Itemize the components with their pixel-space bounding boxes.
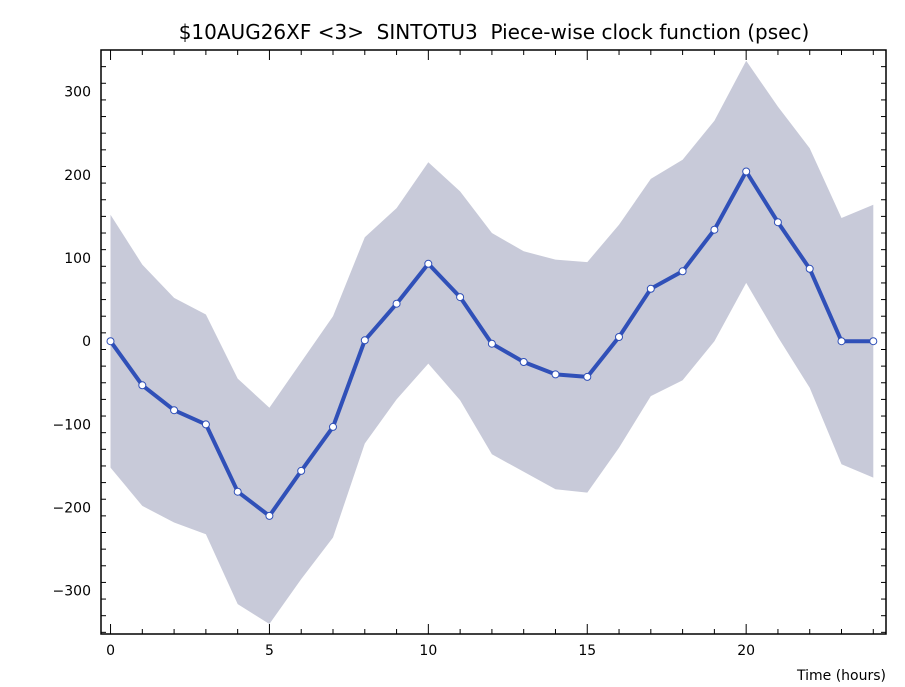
y-tick-label: 0 [82,334,91,350]
x-tick-label: 20 [737,643,755,659]
x-tick-label: 5 [265,643,274,659]
data-point [773,218,782,227]
x-axis-label: Time (hours) [796,668,886,684]
data-point [170,406,179,415]
data-point [360,336,369,345]
data-point [201,420,210,429]
data-point [392,299,401,308]
y-tick-label: −200 [53,501,91,517]
data-point [329,422,337,431]
y-tick-label: 200 [64,168,91,184]
data-point [615,333,623,341]
data-point [519,358,528,366]
data-point [742,167,751,176]
data-point [805,264,814,273]
data-point [678,267,687,276]
data-point [710,225,719,234]
data-point [265,511,274,520]
x-tick-label: 0 [106,643,115,659]
plot-area: 0 5 10 15 20 −300 −200 −100 0 100 200 300 [53,49,887,659]
data-point [106,337,115,346]
data-point [297,466,306,475]
x-tick-label: 15 [578,643,596,659]
data-point [456,293,465,302]
y-tick-label: 100 [64,251,91,267]
data-point [583,372,592,381]
x-tick-label: 10 [419,643,437,659]
data-point [869,337,878,346]
data-point [646,284,655,293]
chart-title: $10AUG26XF <3> SINTOTU3 Piece-wise clock… [179,20,810,44]
data-point [138,381,147,390]
data-point [487,339,496,348]
data-point [424,259,433,268]
plot-frame [100,49,887,635]
y-tick-label: 300 [64,85,91,101]
data-point [233,487,242,496]
data-point [551,370,560,379]
y-tick-label: −100 [53,417,91,433]
data-point [837,337,846,346]
y-tick-label: −300 [53,584,91,600]
